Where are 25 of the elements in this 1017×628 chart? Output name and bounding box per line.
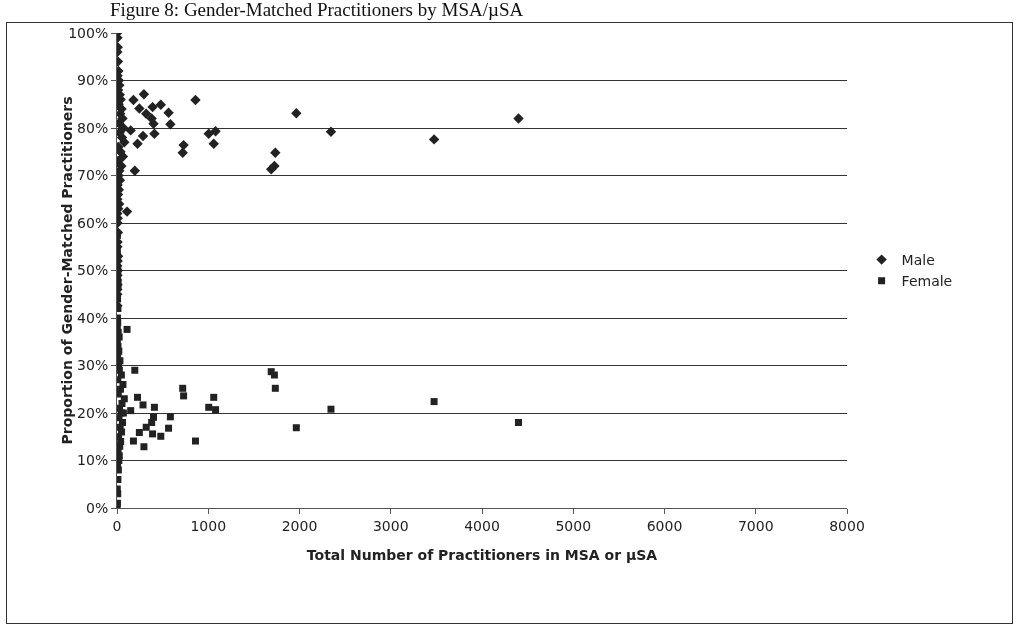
x-axis-title: Total Number of Practitioners in MSA or µSA xyxy=(306,547,658,563)
y-tick-label: 30% xyxy=(77,357,109,374)
y-tick-label: 10% xyxy=(77,452,109,469)
y-tick-label: 90% xyxy=(77,72,109,89)
y-tick-label: 60% xyxy=(77,214,109,231)
y-tick-label: 70% xyxy=(77,167,109,184)
x-tick-label: 0 xyxy=(112,517,122,534)
x-tick-label: 6000 xyxy=(646,517,683,534)
legend-label: Female xyxy=(901,273,953,290)
chart-title: Figure 8: Gender-Matched Practitioners by MSA/µSA xyxy=(109,0,525,22)
x-tick-label: 5000 xyxy=(555,517,592,534)
x-tick-label: 3000 xyxy=(372,517,409,534)
y-axis-title: Proportion of Gender-Matched Practitioners xyxy=(59,96,76,445)
x-tick-label: 8000 xyxy=(829,517,865,534)
x-tick-label: 2000 xyxy=(281,517,318,534)
y-tick-label: 0% xyxy=(85,499,109,516)
x-tick-label: 1000 xyxy=(190,517,227,534)
y-tick-label: 20% xyxy=(77,404,109,421)
y-tick-label: 50% xyxy=(77,262,109,279)
y-tick-label: 80% xyxy=(77,119,109,136)
x-tick-label: 7000 xyxy=(737,517,774,534)
legend-label: Male xyxy=(901,252,935,269)
y-tick-label: 40% xyxy=(77,309,109,326)
y-tick-label: 100% xyxy=(68,24,109,41)
x-tick-label: 4000 xyxy=(464,517,500,534)
